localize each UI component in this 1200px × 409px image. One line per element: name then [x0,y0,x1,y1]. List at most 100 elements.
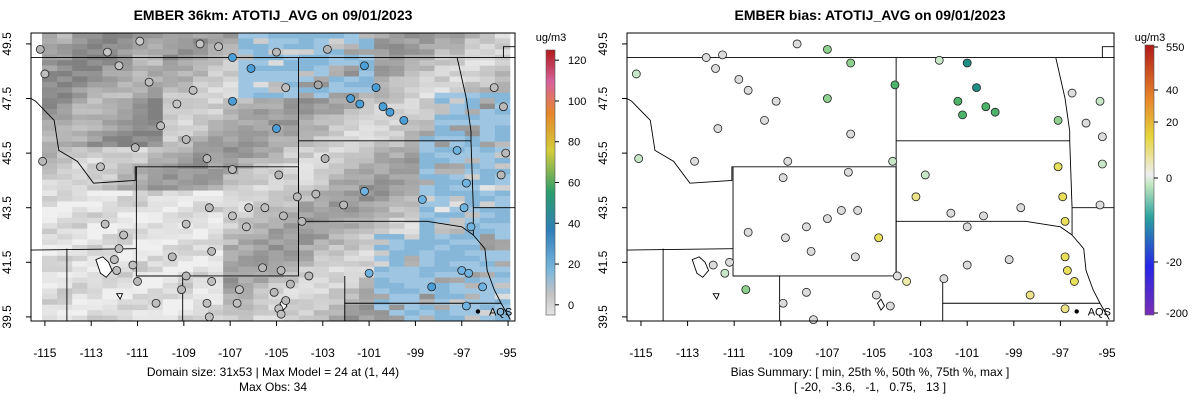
grid-cell [117,38,133,45]
grid-cell [87,190,103,197]
grid-cell [57,206,73,213]
grid-cell [147,92,164,99]
grid-cell [223,60,239,66]
grid-cell [117,250,133,257]
grid-cell [328,201,345,208]
bias-point [1097,132,1107,142]
grid-cell [57,147,73,153]
grid-cell [147,228,164,235]
grid-cell [132,87,148,94]
grid-cell [404,130,420,137]
grid-cell [253,234,269,240]
grid-cell [102,185,118,191]
grid-cell [192,217,209,224]
grid-cell [494,130,511,137]
grid-cell [192,141,209,148]
grid-cell [102,76,118,83]
grid-cell [419,217,435,224]
grid-cell [298,282,315,289]
observation-point [339,200,349,210]
bias-point [972,83,981,92]
grid-cell [177,92,194,99]
grid-cell [268,217,284,224]
observation-point [378,102,388,112]
grid-cell [253,141,269,148]
grid-cell [42,201,58,208]
grid-cell [253,81,269,88]
grid-cell [494,147,511,153]
grid-cell [72,190,88,197]
grid-cell [238,109,254,115]
grid-cell [57,250,73,257]
state-border [472,207,511,320]
observation-point [204,203,214,213]
grid-cell [419,190,435,197]
grid-cell [479,87,496,94]
grid-cell [253,109,269,115]
grid-cell [464,250,481,257]
grid-cell [132,119,148,126]
grid-cell [87,212,103,219]
grid-cell [343,315,360,321]
grid-cell [147,49,164,56]
grid-cell [208,206,224,213]
grid-cell [87,152,103,159]
grid-cell [328,304,345,311]
grid-cell [283,174,299,181]
grid-cell [253,299,269,305]
grid-cell [359,239,375,246]
grid-cell [449,157,466,164]
grid-cell [389,65,405,72]
grid-cell [479,212,496,219]
grid-cell [328,33,345,39]
grid-cell [298,125,315,132]
grid-cell [42,174,58,181]
grid-cell [192,190,209,197]
grid-cell [389,147,405,153]
grid-cell [147,157,164,164]
x-tick-label: -113 [676,346,699,360]
grid-cell [464,157,481,164]
aqs-site-label: AQS [489,306,512,318]
grid-cell [132,244,148,251]
grid-cell [223,65,239,72]
grid-cell [147,185,164,191]
grid-cell [177,163,194,170]
observation-point [461,301,471,311]
x-tick-label: -97 [1052,346,1070,360]
grid-cell [42,71,58,77]
bias-point [802,222,811,232]
grid-cell [87,282,103,289]
grid-cell [162,277,179,284]
grid-cell [87,179,103,186]
observation-point [276,266,286,275]
grid-cell [328,266,345,273]
x-tick-label: -107 [218,346,242,360]
grid-cell [328,168,345,175]
grid-cell [162,119,179,126]
grid-cell [404,38,420,45]
grid-cell [298,234,315,240]
grid-cell [328,130,345,137]
grid-cell [479,261,496,267]
grid-cell [374,206,390,213]
grid-cell [223,206,239,213]
x-tick-label: -111 [723,346,746,360]
grid-cell [479,174,496,181]
grid-cell [449,277,466,284]
grid-cell [42,185,58,191]
grid-cell [479,141,496,148]
bias-point [1025,290,1035,300]
bias-point [743,227,753,237]
grid-cell [253,185,269,191]
grid-cell [298,65,315,72]
grid-cell [298,223,315,229]
grid-cell [87,255,103,262]
grid-cell [72,152,88,159]
grid-cell [479,163,496,170]
grid-cell [404,212,420,219]
grid-cell [313,310,330,316]
grid-cell [147,272,164,278]
grid-cell [404,304,420,311]
grid-cell [253,282,269,289]
